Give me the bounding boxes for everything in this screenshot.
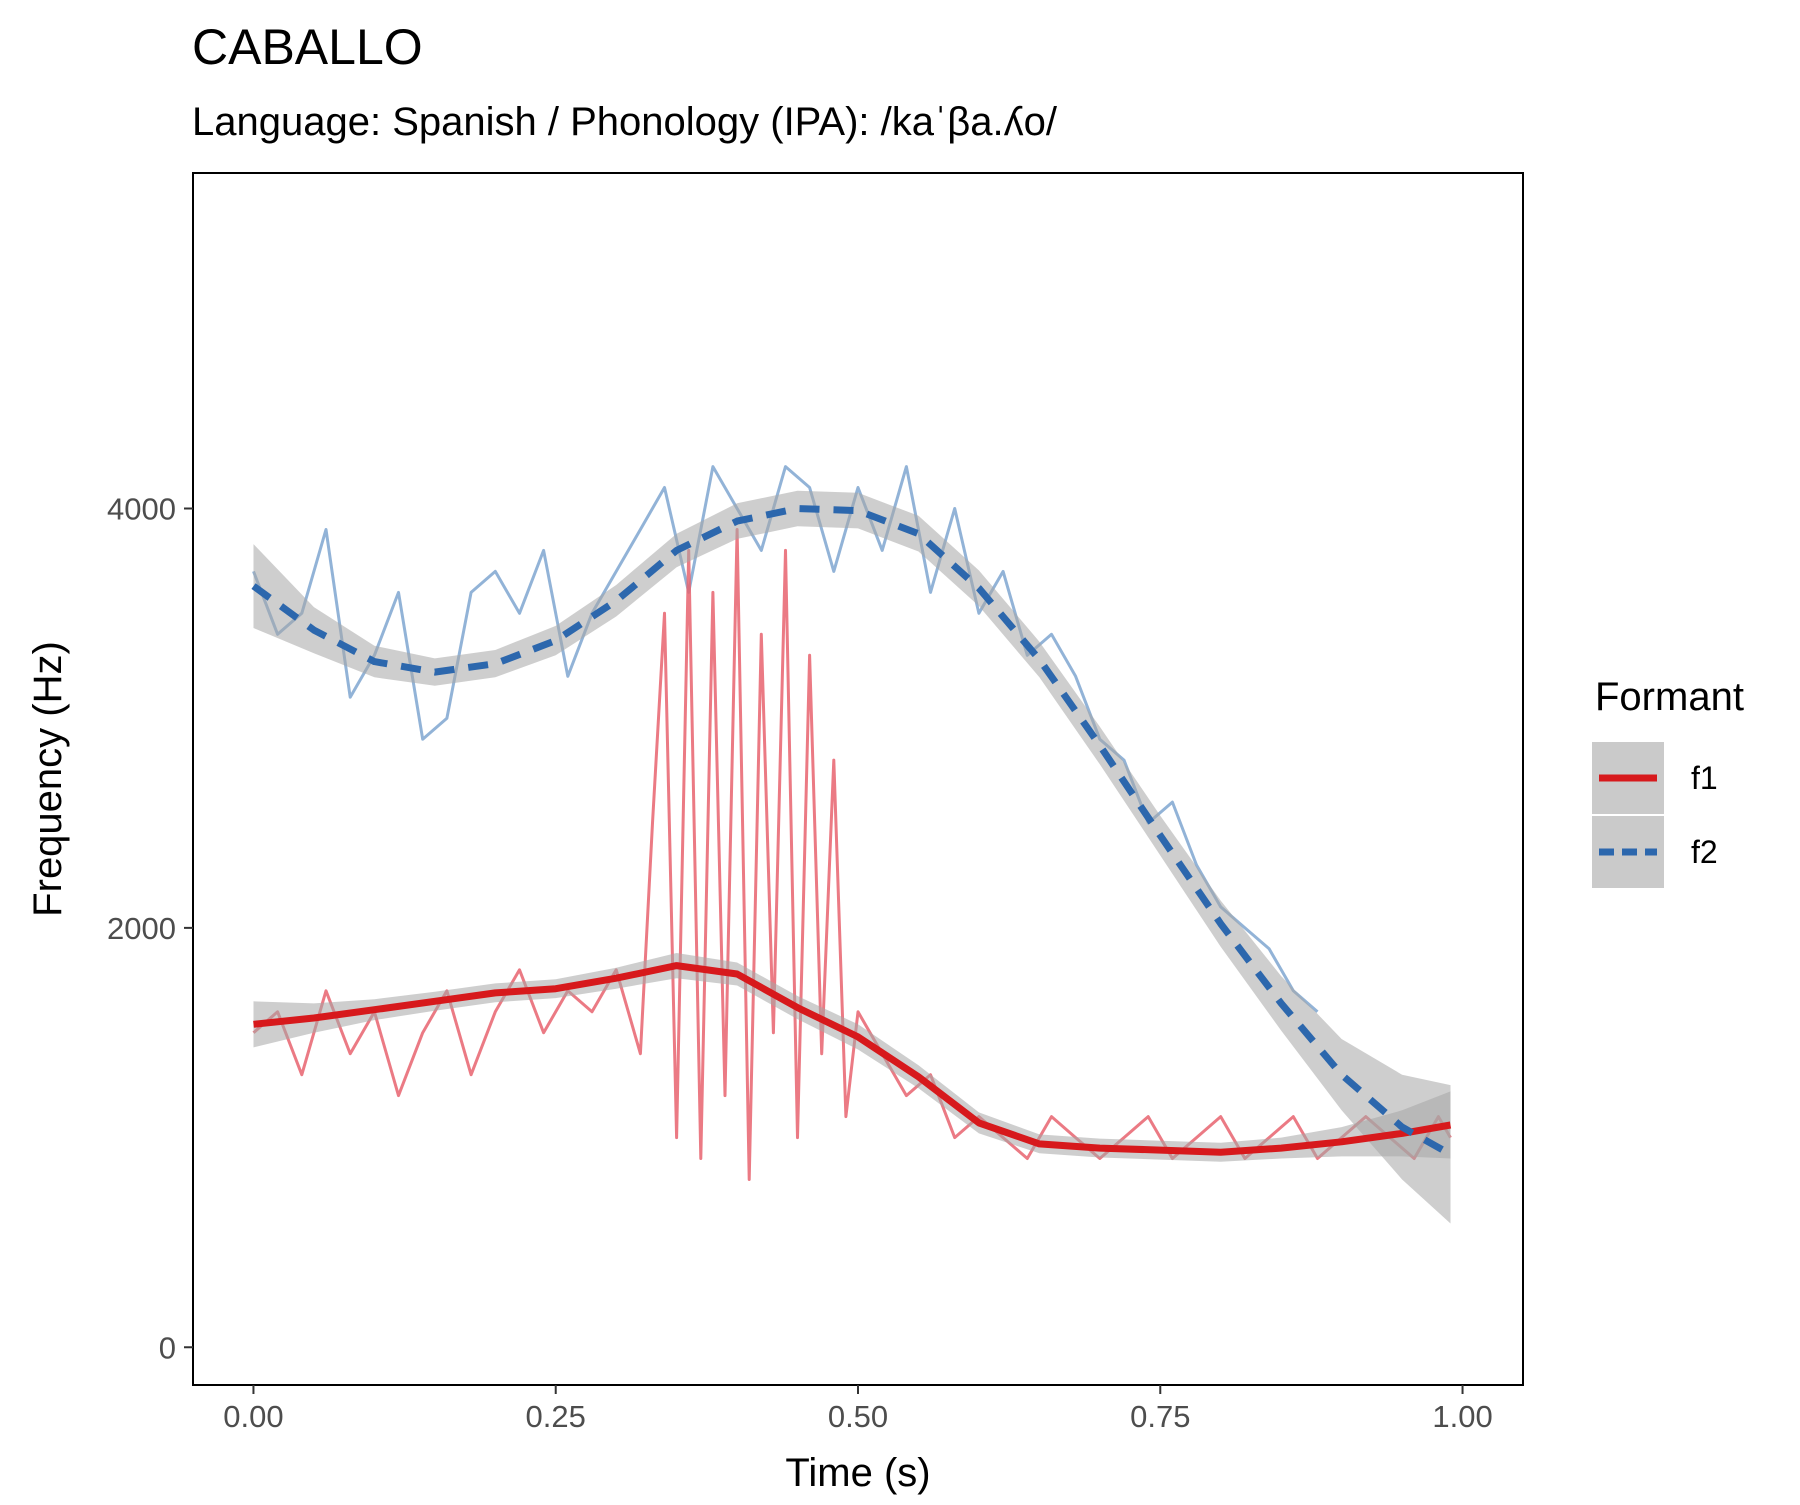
y-tick-label: 0 (159, 1330, 176, 1365)
x-tick-label: 0.50 (828, 1399, 888, 1434)
x-axis-title: Time (s) (785, 1451, 930, 1495)
x-tick-label: 0.75 (1130, 1399, 1190, 1434)
x-tick-label: 0.25 (526, 1399, 586, 1434)
x-tick-label: 1.00 (1432, 1399, 1492, 1434)
chart-title: CABALLO (192, 19, 423, 75)
y-tick-label: 4000 (107, 492, 176, 527)
y-tick-label: 2000 (107, 911, 176, 946)
legend: Formant f1 f2 (1592, 675, 1744, 888)
legend-title: Formant (1595, 675, 1744, 719)
axis-layer: 0.00 0.25 0.50 0.75 1.00 0 2000 4000 (107, 492, 1493, 1434)
smooth-line-f1 (253, 962, 1452, 1156)
chart-subtitle: Language: Spanish / Phonology (IPA): /ka… (192, 100, 1058, 144)
x-tick-label: 0.00 (223, 1399, 283, 1434)
plot-panel (193, 173, 1523, 1385)
legend-label-f1: f1 (1691, 760, 1718, 796)
raw-track-f1 (252, 528, 1452, 1181)
smooth-line-f2 (251, 505, 1453, 1158)
y-axis-title: Frequency (Hz) (26, 641, 70, 917)
legend-label-f2: f2 (1691, 834, 1718, 870)
data-layer (251, 465, 1453, 1224)
